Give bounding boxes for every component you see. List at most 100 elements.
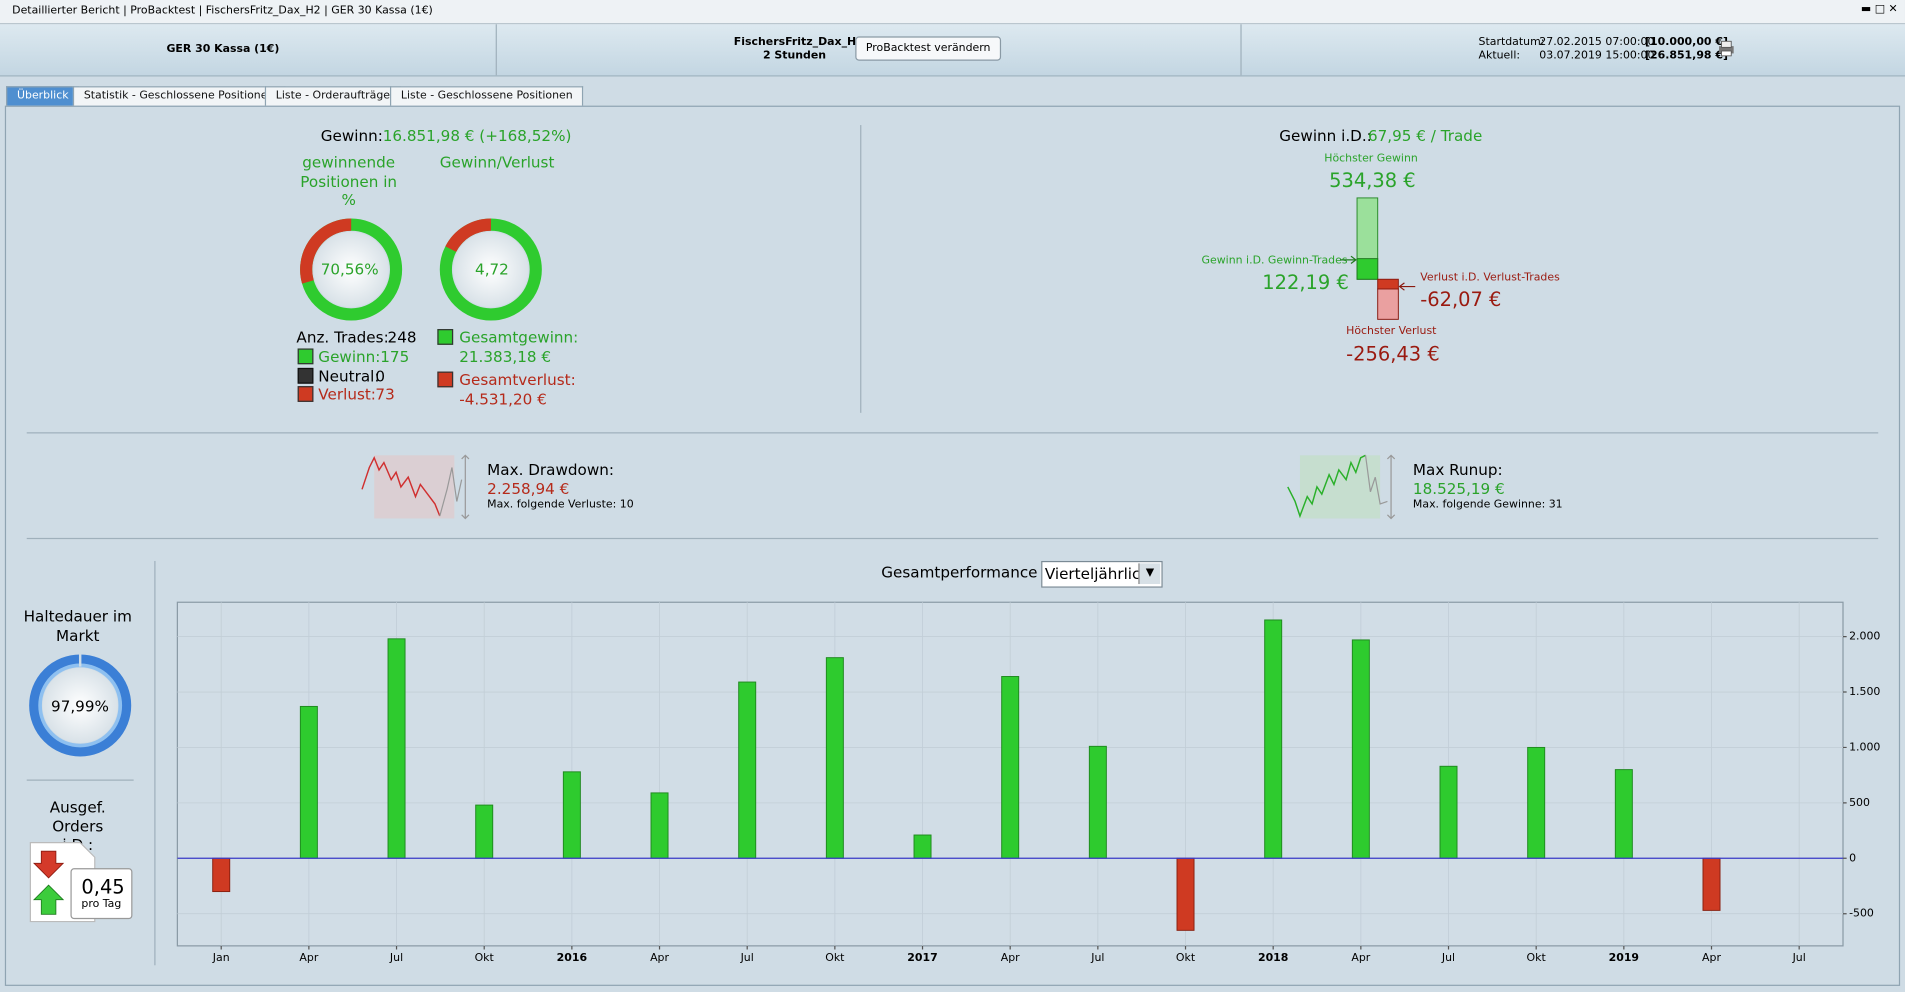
instrument: GER 30 Kassa (1€) bbox=[166, 43, 280, 56]
current-label: Aktuell: bbox=[1478, 49, 1521, 62]
divider bbox=[860, 125, 862, 413]
bar bbox=[913, 834, 932, 859]
period-value[interactable]: Vierteljährlich bbox=[1044, 564, 1151, 583]
start-label: Startdatum: bbox=[1478, 36, 1545, 49]
tab[interactable]: Statistik - Geschlossene Positionen bbox=[72, 86, 286, 106]
gain-value: 16.851,98 € (+168,52%) bbox=[382, 126, 572, 145]
x-tick-label: Okt bbox=[475, 951, 495, 964]
x-tick-label: Jul bbox=[1792, 951, 1806, 964]
per-trade-graphic bbox=[1340, 197, 1416, 320]
max-loss-label: Höchster Verlust bbox=[1346, 325, 1437, 338]
legend-swatch bbox=[297, 348, 314, 365]
y-tick-label: 0 bbox=[1849, 851, 1856, 864]
pl-title: Gewinn/Verlust bbox=[439, 152, 555, 172]
arrow bbox=[1398, 282, 1416, 291]
arrow bbox=[1340, 255, 1357, 264]
bar bbox=[650, 792, 669, 859]
bar bbox=[1351, 639, 1370, 859]
start-capital: [10.000,00 €] bbox=[1644, 36, 1728, 49]
tab[interactable]: Überblick bbox=[6, 86, 80, 106]
max-loss-bar bbox=[1377, 288, 1399, 320]
window-controls[interactable]: ▬ □ ✕ bbox=[1860, 3, 1898, 16]
runup-note: Max. folgende Gewinne: 31 bbox=[1412, 499, 1563, 512]
max-loss: -256,43 € bbox=[1346, 342, 1440, 366]
x-tick-label: Apr bbox=[1702, 951, 1721, 964]
x-tick-label: Okt bbox=[1527, 951, 1547, 964]
legend-swatch bbox=[437, 371, 454, 388]
y-tick-label: 1.000 bbox=[1849, 740, 1880, 753]
bar bbox=[1176, 857, 1195, 931]
window-title: Detaillierter Bericht | ProBacktest | Fi… bbox=[12, 4, 433, 17]
avg-gain: 122,19 € bbox=[1262, 270, 1349, 294]
x-tick-label: Okt bbox=[825, 951, 845, 964]
bar bbox=[1439, 765, 1458, 859]
donut-center bbox=[453, 231, 529, 308]
dropdown-arrow[interactable]: ▼ bbox=[1138, 563, 1161, 585]
gain-label: Gewinn: bbox=[320, 126, 383, 145]
performance-chart: Gesamtperformance 2.000 1.500 1.000 500 0 -50… bbox=[176, 564, 1880, 964]
bar bbox=[1001, 676, 1020, 859]
x-tick-label: Jul bbox=[389, 951, 403, 964]
avg-gain-label: Gewinn i.D. Gewinn-Trades bbox=[1201, 254, 1348, 268]
bar bbox=[299, 705, 318, 859]
holding-title: Haltedauer im Markt bbox=[23, 607, 132, 645]
x-tick-label: Apr bbox=[650, 951, 669, 964]
bar bbox=[212, 857, 231, 893]
total-gain-label: Gesamtgewinn: bbox=[459, 327, 579, 347]
donut-charts bbox=[300, 218, 542, 321]
max-gain: 534,38 € bbox=[1329, 168, 1416, 192]
holding-value: 97,99% bbox=[51, 696, 109, 716]
y-tick-label: 500 bbox=[1849, 796, 1870, 809]
divider bbox=[26, 432, 1879, 434]
total-loss: -4.531,20 € bbox=[459, 389, 547, 408]
divider bbox=[26, 537, 1879, 540]
orders-box bbox=[70, 868, 133, 920]
y-tick-label: -500 bbox=[1849, 907, 1874, 920]
avg-loss: -62,07 € bbox=[1420, 287, 1502, 311]
trades-label: Anz. Trades: bbox=[296, 327, 389, 347]
legend-swatch bbox=[437, 329, 454, 345]
x-tick-label: 2016 bbox=[557, 951, 588, 964]
divider bbox=[26, 779, 134, 781]
losses: 73 bbox=[375, 384, 395, 404]
tab[interactable]: Liste - Orderaufträge bbox=[264, 86, 401, 106]
x-tick-label: Jul bbox=[1090, 951, 1104, 964]
legend-swatch bbox=[297, 386, 314, 402]
drawdown-label: Max. Drawdown: bbox=[487, 460, 614, 479]
wins-label: Gewinn: bbox=[318, 347, 381, 366]
header-divider bbox=[1240, 24, 1242, 76]
system-name: FischersFritz_Dax_H2 bbox=[733, 36, 864, 49]
bar bbox=[475, 804, 494, 859]
y-tick-label: 1.500 bbox=[1849, 685, 1880, 698]
loss-arc bbox=[439, 218, 542, 321]
drawdown-sparkline bbox=[361, 454, 470, 520]
header-divider bbox=[495, 24, 497, 76]
bar bbox=[1702, 857, 1721, 911]
bar bbox=[825, 657, 844, 859]
bar bbox=[1088, 745, 1107, 859]
win-pct: 70,56% bbox=[320, 259, 379, 279]
x-tick-label: Jul bbox=[740, 951, 754, 964]
tab[interactable]: Liste - Geschlossene Positionen bbox=[389, 86, 584, 106]
runup-value: 18.525,19 € bbox=[1412, 479, 1505, 498]
modify-button[interactable]: ProBacktest verändern bbox=[855, 36, 1002, 61]
bar bbox=[562, 771, 581, 859]
wins: 175 bbox=[380, 347, 410, 366]
per-trade-label: Gewinn i.D.: bbox=[1279, 126, 1372, 145]
avg-loss-label: Verlust i.D. Verlust-Trades bbox=[1420, 271, 1560, 285]
total-loss-label: Gesamtverlust: bbox=[459, 370, 576, 389]
max-gain-label: Höchster Gewinn bbox=[1324, 152, 1418, 166]
y-tick-label: 2.000 bbox=[1849, 630, 1880, 643]
neutral: 0 bbox=[375, 366, 386, 385]
x-tick-label: 2017 bbox=[907, 951, 937, 964]
drawdown-value: 2.258,94 € bbox=[487, 479, 570, 498]
chart-title: Gesamtperformance bbox=[881, 564, 1037, 582]
x-tick-label: Jul bbox=[1441, 951, 1455, 964]
x-tick-label: Apr bbox=[1001, 951, 1020, 964]
drawdown-note: Max. folgende Verluste: 10 bbox=[487, 499, 634, 512]
runup-sparkline bbox=[1287, 454, 1396, 520]
print-icon[interactable] bbox=[1717, 40, 1736, 57]
bar bbox=[387, 638, 406, 859]
title-bar bbox=[0, 0, 1905, 25]
